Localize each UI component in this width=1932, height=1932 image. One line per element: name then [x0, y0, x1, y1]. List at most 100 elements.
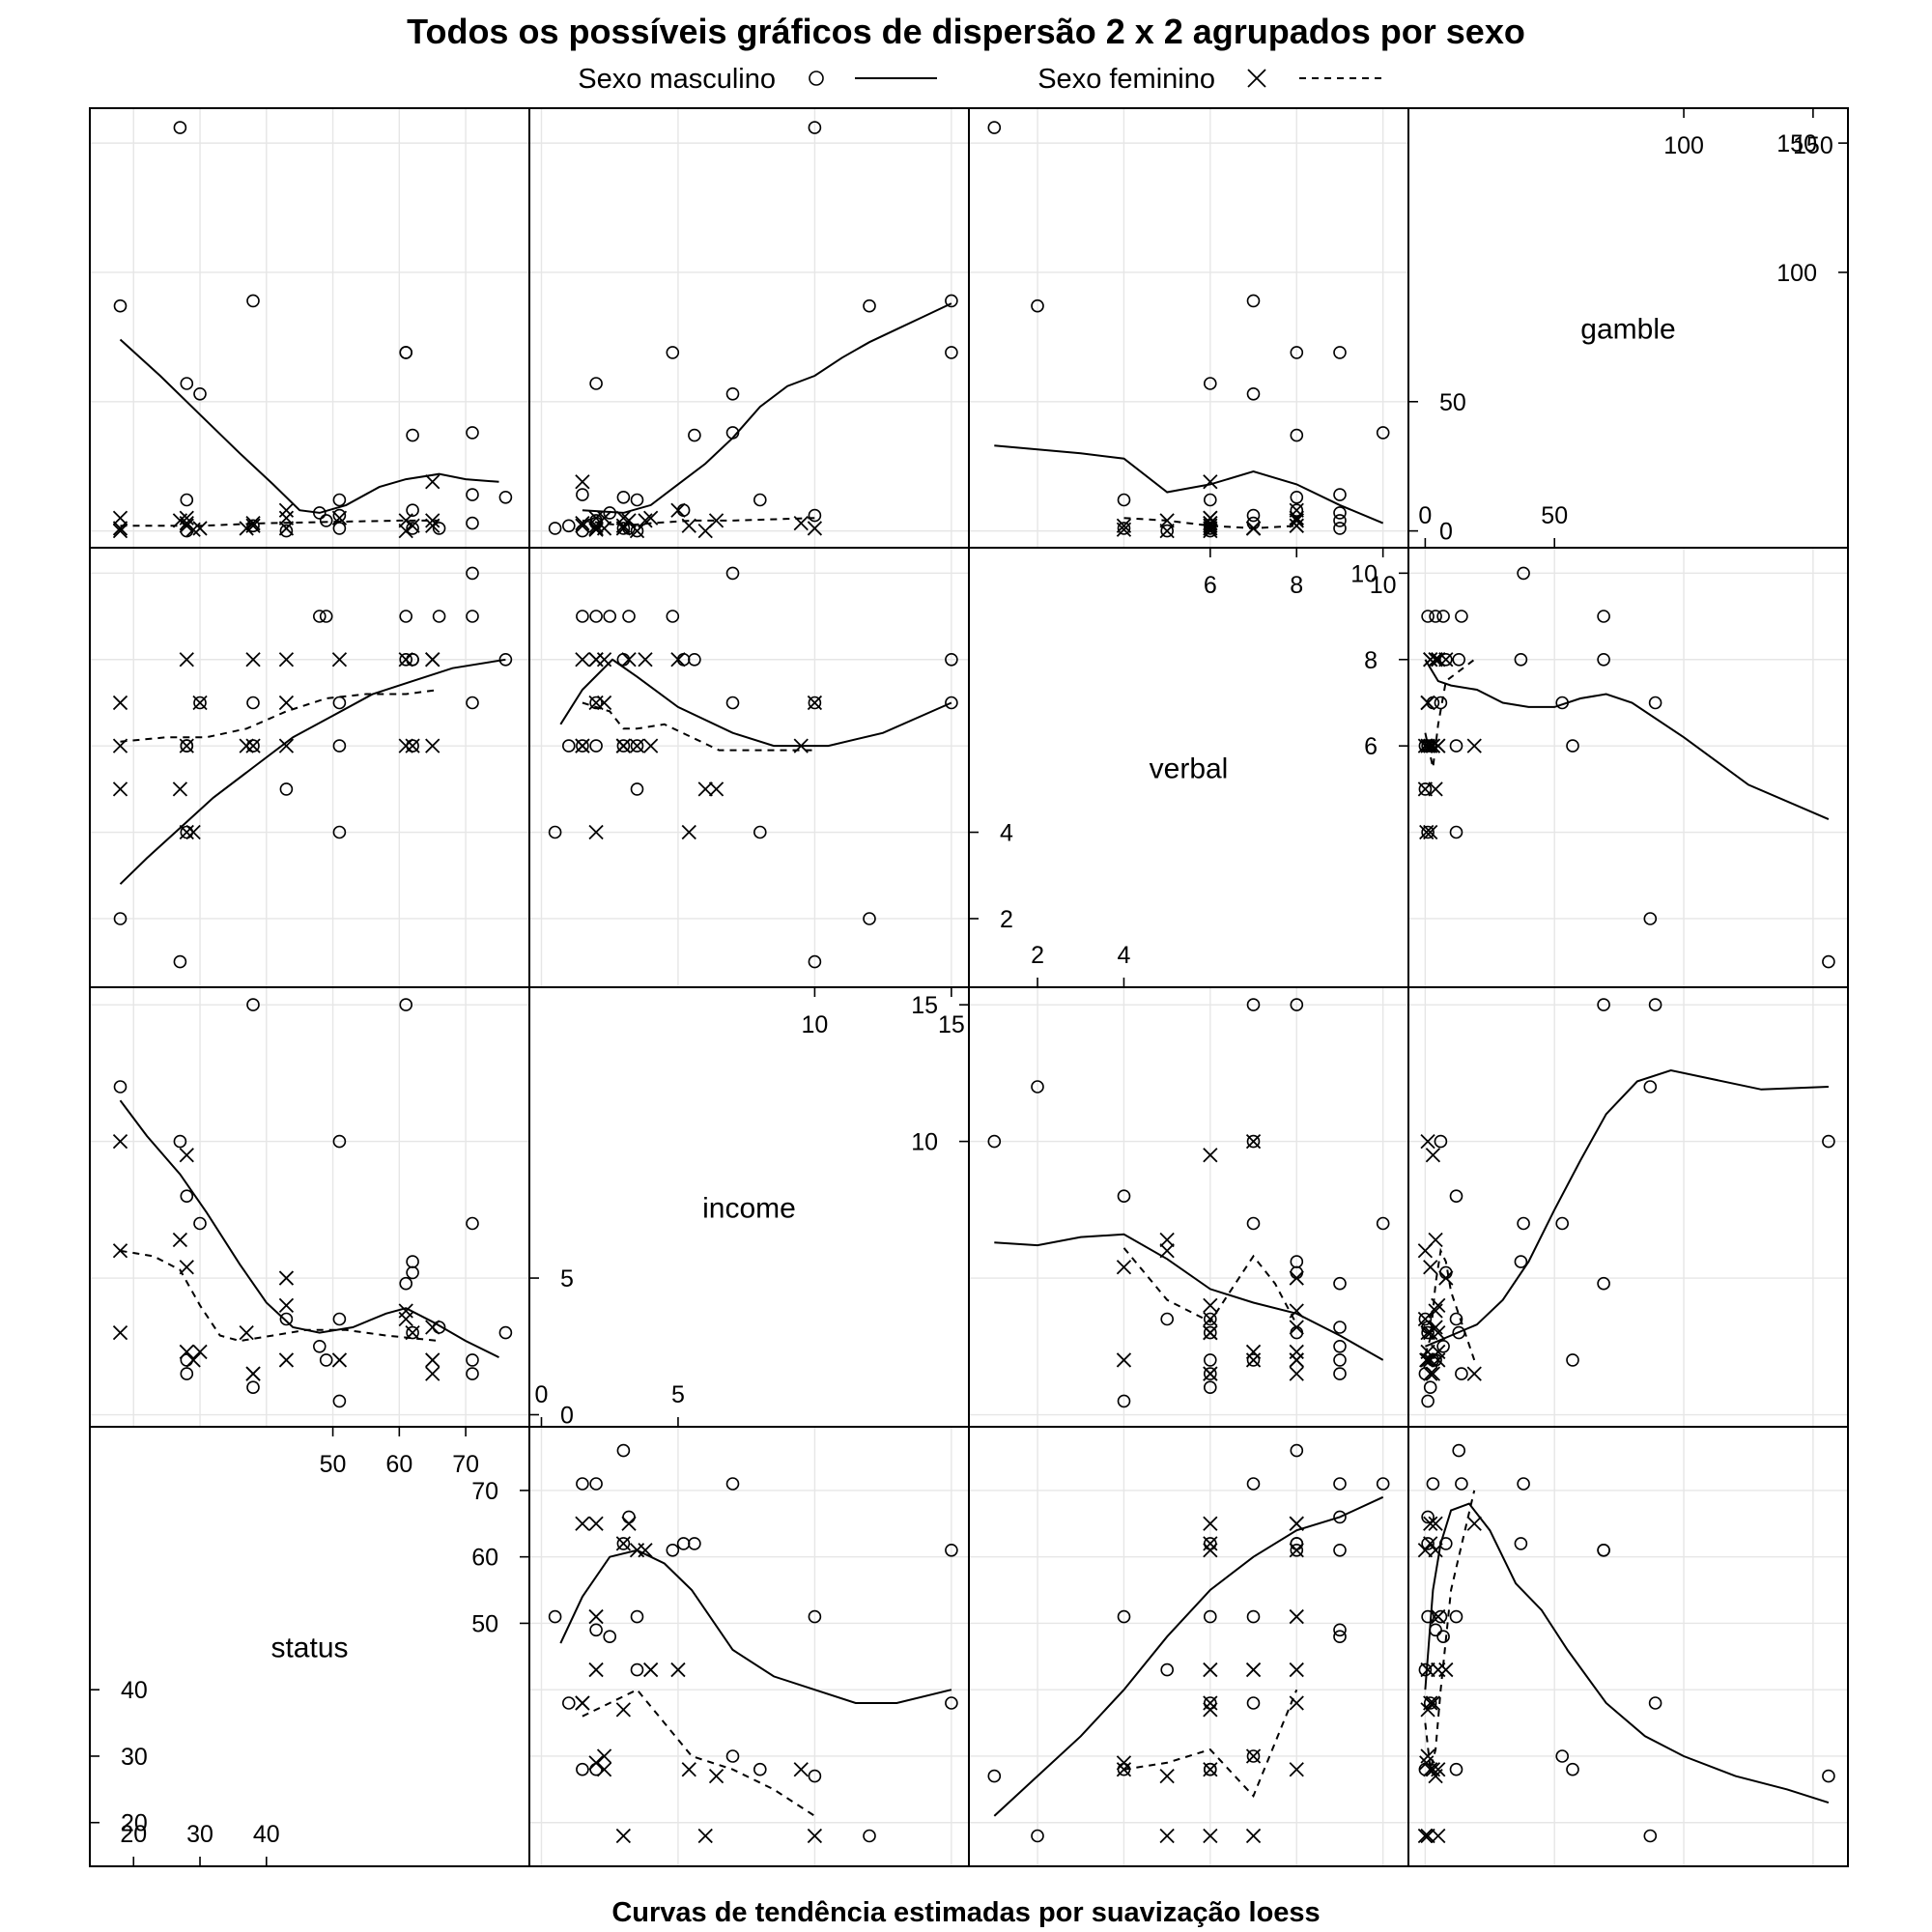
point-male-income-vs-gamble [561, 519, 576, 533]
point-male-verbal-vs-income [1117, 1189, 1131, 1203]
point-male-gamble-vs-verbal [1566, 739, 1579, 753]
point-female-gamble-vs-verbal [1417, 738, 1434, 753]
diag-label-bottom-gamble-0: 0 [1418, 502, 1432, 529]
diag-label-top-verbal-10: 10 [1370, 572, 1397, 599]
point-female-gamble-vs-income [1423, 1366, 1438, 1381]
point-male-verbal-vs-status [1333, 1477, 1347, 1491]
point-male-income-vs-status [630, 1662, 644, 1677]
point-male-verbal-vs-gamble [1290, 346, 1304, 359]
loess-curve-male-income-vs-gamble [582, 302, 952, 514]
legend-label-female: Sexo feminino [1037, 64, 1215, 95]
point-female-status-vs-verbal [425, 652, 440, 668]
point-male-status-vs-income [332, 1134, 347, 1149]
point-male-income-vs-verbal [589, 610, 603, 623]
point-female-income-vs-status [621, 1516, 637, 1531]
loess-curve-female-income-vs-verbal [582, 701, 815, 752]
var-label-gamble: gamble [1580, 314, 1675, 346]
point-female-gamble-vs-verbal [1419, 824, 1435, 840]
point-male-gamble-vs-income [1648, 998, 1662, 1011]
point-female-income-vs-status [708, 1768, 724, 1784]
point-male-gamble-vs-verbal [1555, 696, 1569, 710]
point-female-status-vs-verbal [425, 738, 440, 753]
diag-label-right-status-50: 50 [471, 1610, 498, 1637]
point-female-status-vs-gamble [192, 521, 208, 536]
point-female-status-vs-gamble [112, 521, 128, 536]
point-male-income-vs-status [863, 1829, 876, 1843]
point-female-status-vs-income [425, 1352, 440, 1368]
diag-label-top-verbal-8: 8 [1290, 572, 1303, 599]
point-female-status-vs-income [179, 1344, 194, 1360]
point-male-gamble-vs-income [1423, 1380, 1437, 1394]
point-female-gamble-vs-status [1417, 1543, 1434, 1558]
point-female-income-vs-status [670, 1662, 686, 1678]
diag-label-top-verbal-6: 6 [1204, 572, 1217, 599]
point-female-verbal-vs-gamble [1203, 474, 1218, 490]
point-male-verbal-vs-gamble [1333, 346, 1347, 359]
point-female-status-vs-income [112, 1133, 128, 1150]
point-female-gamble-vs-verbal [1417, 781, 1434, 797]
point-female-status-vs-gamble [398, 523, 413, 539]
point-male-income-vs-status [603, 1630, 617, 1643]
point-male-income-vs-status [622, 1510, 636, 1524]
point-female-status-vs-income [239, 1325, 254, 1341]
point-female-income-vs-verbal [697, 781, 713, 797]
point-male-verbal-vs-status [1376, 1477, 1390, 1491]
point-female-gamble-vs-status [1423, 1762, 1438, 1777]
point-male-gamble-vs-status [1822, 1769, 1835, 1783]
point-male-income-vs-gamble [688, 428, 701, 442]
diag-label-bottom-gamble-50: 50 [1541, 502, 1568, 529]
point-male-income-vs-status [688, 1537, 701, 1550]
point-male-status-vs-gamble [180, 493, 194, 507]
point-female-verbal-vs-income [1159, 1232, 1175, 1248]
point-male-verbal-vs-income [1204, 1353, 1217, 1367]
point-male-verbal-vs-status [1246, 1477, 1261, 1491]
point-male-income-vs-gamble [945, 294, 958, 308]
point-male-income-vs-gamble [725, 426, 740, 440]
point-female-gamble-vs-verbal [1420, 738, 1435, 753]
loess-curve-female-verbal-vs-gamble [1123, 517, 1297, 529]
point-male-income-vs-verbal [753, 825, 767, 839]
point-male-income-vs-verbal [725, 566, 740, 581]
point-male-status-vs-income [399, 1276, 413, 1291]
point-male-income-vs-status [808, 1769, 822, 1783]
point-male-income-vs-status [666, 1544, 680, 1557]
point-male-status-vs-verbal [193, 696, 207, 710]
point-male-status-vs-income [319, 1353, 333, 1367]
point-female-verbal-vs-status [1116, 1762, 1132, 1777]
var-label-verbal: verbal [1150, 753, 1229, 785]
point-male-verbal-vs-income [1160, 1312, 1174, 1326]
point-female-verbal-vs-gamble [1289, 518, 1304, 533]
point-male-gamble-vs-verbal [1455, 610, 1468, 623]
point-female-income-vs-status [807, 1828, 823, 1844]
point-male-income-vs-gamble [808, 508, 822, 523]
point-male-gamble-vs-income [1555, 1216, 1569, 1231]
point-female-status-vs-gamble [425, 518, 440, 533]
point-male-status-vs-verbal [466, 610, 479, 623]
point-female-income-vs-verbal [588, 824, 604, 840]
point-female-income-vs-verbal [629, 738, 645, 753]
point-male-status-vs-gamble [466, 516, 479, 530]
diag-label-right-gamble-150: 150 [1776, 130, 1817, 157]
point-female-verbal-vs-status [1245, 1748, 1262, 1764]
point-female-income-vs-verbal [575, 652, 590, 668]
diag-label-left-income-0: 0 [560, 1403, 574, 1430]
loess-curve-female-income-vs-status [582, 1688, 815, 1817]
point-male-verbal-vs-gamble [1333, 506, 1347, 520]
point-female-income-vs-gamble [575, 474, 590, 490]
point-male-verbal-vs-gamble [1246, 508, 1261, 523]
point-male-gamble-vs-status [1436, 1630, 1450, 1643]
point-female-verbal-vs-gamble [1289, 513, 1304, 528]
point-male-gamble-vs-income [1418, 1312, 1433, 1326]
point-male-gamble-vs-verbal [1648, 696, 1662, 710]
point-male-status-vs-gamble [406, 503, 419, 518]
point-male-gamble-vs-income [1449, 1189, 1463, 1203]
point-male-status-vs-income [406, 1265, 419, 1280]
point-female-gamble-vs-income [1428, 1320, 1443, 1335]
point-male-verbal-vs-gamble [1246, 386, 1261, 401]
point-male-status-vs-income [312, 1340, 327, 1353]
point-male-verbal-vs-income [1204, 1380, 1217, 1394]
loess-curve-male-gamble-vs-status [1424, 1502, 1830, 1804]
point-male-status-vs-income [246, 998, 260, 1011]
diag-label-left-verbal-2: 2 [1000, 906, 1013, 933]
